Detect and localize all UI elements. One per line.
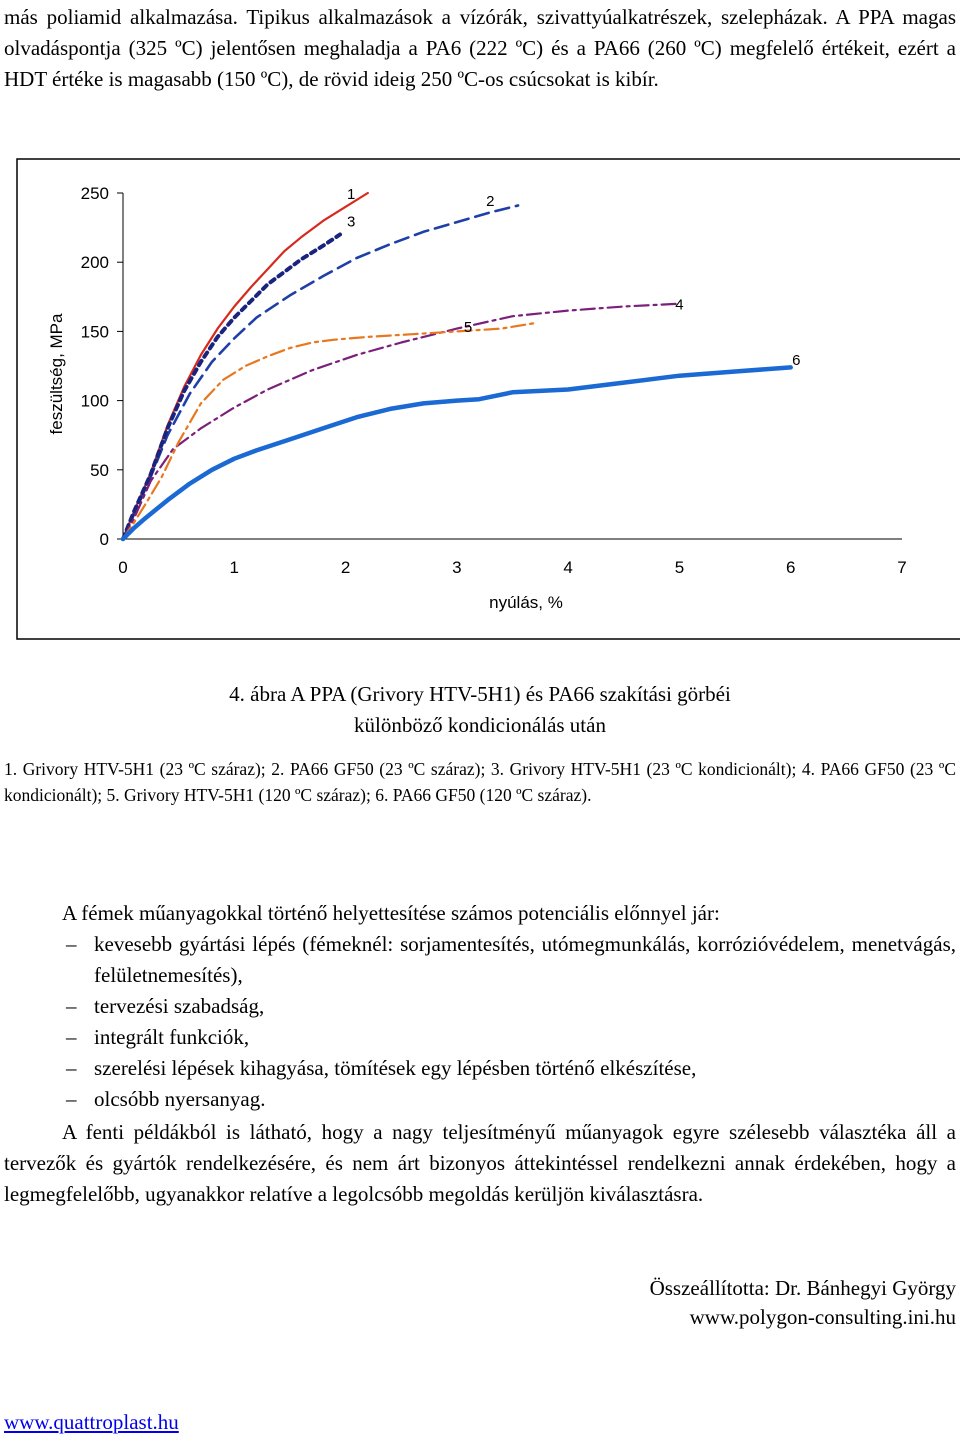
y-tick-label: 0 <box>100 530 109 549</box>
y-tick-label: 100 <box>81 392 109 411</box>
closing-paragraph: A fenti példákból is látható, hogy a nag… <box>4 1120 956 1206</box>
x-tick-label: 2 <box>341 558 350 577</box>
list-item: kevesebb gyártási lépés (fémeknél: sorja… <box>4 929 956 991</box>
chart-curve-labels: 1 3 2 4 5 6 <box>347 186 800 369</box>
series-line-5 <box>121 322 536 541</box>
series-line-3 <box>121 232 342 541</box>
author-website: www.polygon-consulting.ini.hu <box>689 1305 956 1329</box>
intro-paragraph: más poliamid alkalmazása. Tipikus alkalm… <box>4 5 956 91</box>
curve-label: 4 <box>675 297 683 314</box>
curve-label: 3 <box>347 214 355 231</box>
y-axis-label: feszültség, MPa <box>47 313 66 434</box>
x-tick-label: 6 <box>786 558 795 577</box>
author-line: Összeállította: Dr. Bánhegyi György <box>649 1276 956 1300</box>
footer-website-link[interactable]: www.quattroplast.hu <box>4 1410 179 1434</box>
list-item: szerelési lépések kihagyása, tömítések e… <box>4 1053 956 1084</box>
y-tick-label: 250 <box>81 184 109 203</box>
list-item: integrált funkciók, <box>4 1022 956 1053</box>
y-tick-label: 150 <box>81 322 109 341</box>
y-tick-label: 200 <box>81 253 109 272</box>
x-tick-label: 1 <box>230 558 239 577</box>
x-tick-label: 3 <box>452 558 461 577</box>
chart-axes: 0 50 100 150 200 250 0 1 2 3 4 5 6 7 <box>81 184 907 577</box>
series-line-6 <box>120 365 793 542</box>
figure-caption-line-1: 4. ábra A PPA (Grivory HTV-5H1) és PA66 … <box>229 682 731 706</box>
list-item: tervezési szabadság, <box>4 991 956 1022</box>
curve-label: 2 <box>486 193 494 210</box>
body-paragraph-intro: A fémek műanyagokkal történő helyettesít… <box>62 901 720 925</box>
stress-strain-chart: 0 50 100 150 200 250 0 1 2 3 4 5 6 7 1 3 2 4 5 6 nyúlás, %… <box>16 158 960 640</box>
curve-label: 6 <box>792 352 800 369</box>
figure-caption-line-2: különböző kondicionálás után <box>354 713 606 737</box>
y-tick-label: 50 <box>90 461 109 480</box>
curve-label: 5 <box>464 319 472 336</box>
figure-legend: 1. Grivory HTV-5H1 (23 ºC száraz); 2. PA… <box>4 759 956 805</box>
advantages-list: kevesebb gyártási lépés (fémeknél: sorja… <box>4 929 956 1115</box>
list-item: olcsóbb nyersanyag. <box>4 1084 956 1115</box>
x-tick-label: 5 <box>675 558 684 577</box>
x-tick-label: 0 <box>118 558 127 577</box>
x-tick-label: 4 <box>563 558 572 577</box>
chart-series <box>120 191 793 542</box>
curve-label: 1 <box>347 186 355 203</box>
x-axis-label: nyúlás, % <box>489 593 563 612</box>
series-line-4 <box>121 302 681 541</box>
x-tick-label: 7 <box>897 558 906 577</box>
